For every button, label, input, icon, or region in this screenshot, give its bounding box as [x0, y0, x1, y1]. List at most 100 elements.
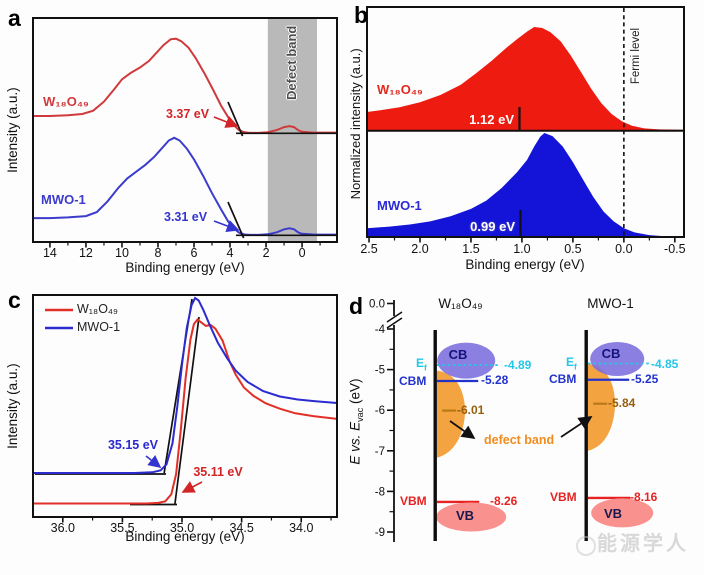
panel-d-column-title-w18o49: W₁₈O₄₉	[438, 296, 483, 311]
panel-c-frame	[32, 294, 338, 518]
panel-c-cutoff-annotation-blue: 35.15 eV	[107, 438, 159, 452]
panel-d-cbm-value-m: -5.25	[631, 372, 659, 386]
defect-arrow-w	[449, 420, 476, 439]
axis-break-mark	[386, 311, 403, 323]
panel-d-ef-label-m: Ef	[566, 355, 577, 372]
panel-a-onset-annotation-red: 3.37 eV	[166, 107, 210, 121]
panel-d-ef-label-w: Ef	[416, 356, 427, 373]
panel-d-vbm-label-m: VBM	[550, 490, 577, 504]
panel-b-frame	[366, 6, 685, 238]
panel-a-defect-band-label: Defect band	[284, 25, 300, 101]
curve-c-mwo1	[33, 296, 338, 474]
cb-ellipse	[437, 342, 496, 379]
tick-label-d: -7	[375, 446, 385, 458]
tick-label-c: 36.0	[51, 521, 75, 535]
defect-arrow-m	[560, 416, 593, 438]
watermark-logo	[576, 536, 596, 556]
vb-ellipse	[591, 498, 654, 528]
panel-a-series-label-w18o49: W₁₈O₄₉	[43, 94, 89, 109]
tick-label-c: 35.0	[170, 521, 194, 535]
panel-d-defect-value-w: -6.01	[457, 403, 485, 417]
panel-c-legend-label-w18o49: W₁₈O₄₉	[77, 302, 118, 316]
tick-label-d: -8	[375, 486, 385, 498]
tick-label-d: 0.0	[369, 299, 385, 311]
panel-d-defect-band-label: defect band	[484, 433, 555, 447]
panel-d-cb-label-w: CB	[448, 347, 468, 362]
panel-d-ef-value-w: -4.89	[504, 358, 532, 372]
curve-a-w18o49	[33, 37, 337, 134]
tick-label-c: 34.5	[229, 521, 253, 535]
panel-d-cb-label-m: CB	[601, 346, 621, 361]
fit-tangent-red-c	[174, 316, 200, 505]
panel-a-series-label-mwo1: MWO-1	[41, 192, 86, 207]
annotation-arrow-blue-c	[145, 455, 162, 468]
panel-b-letter: b	[354, 2, 369, 28]
panel-d-vbm-label-w: VBM	[400, 494, 427, 508]
material-bar	[433, 330, 437, 541]
tick-label-b: -0.5	[664, 242, 686, 256]
tick-label-c: 35.5	[110, 521, 134, 535]
panel-a-xlabel: Binding energy (eV)	[125, 260, 245, 275]
tick-label-b: 1.0	[513, 242, 530, 256]
panel-b-centroid-annotation-blue: 0.99 eV	[470, 219, 515, 234]
panel-a-onset-annotation-blue: 3.31 eV	[164, 210, 208, 224]
panel-b-series-label-mwo1: MWO-1	[377, 198, 422, 213]
panel-d-defect-value-m: -5.84	[608, 396, 636, 410]
panel-b-series-label-w18o49: W₁₈O₄₉	[377, 82, 423, 97]
curve-c-w18o49	[33, 318, 338, 505]
tick-label-d: -4	[375, 324, 386, 336]
fit-tangent-blue	[227, 201, 245, 239]
tick-label-c: 34.0	[289, 521, 313, 535]
tick-label-b: 1.5	[462, 242, 479, 256]
tick-label-b: 0.0	[615, 242, 632, 256]
defect-band-shape	[588, 363, 616, 451]
tick-label-a: 0	[299, 246, 306, 260]
tick-label-d: -9	[375, 527, 385, 539]
material-bar	[584, 330, 588, 541]
panel-d-vb-label-m: VB	[603, 506, 623, 521]
panel-d-cbm-label-m: CBM	[549, 372, 577, 386]
panel-d-cbm-value-w: -5.28	[481, 373, 509, 387]
tick-label-d: -5	[375, 365, 385, 377]
panel-d-letter: d	[349, 293, 364, 319]
area-b-w18o49	[367, 27, 684, 130]
panel-b-fermi-level-label: Fermi level	[629, 27, 642, 85]
panel-a-letter: a	[8, 5, 21, 31]
panel-d-vb-label-w: VB	[455, 508, 475, 523]
panel-b-xlabel: Binding energy (eV)	[465, 257, 585, 272]
defect-band-shape	[437, 370, 466, 458]
panel-d-vbm-value-m: -8.16	[630, 490, 658, 504]
vb-ellipse	[436, 502, 507, 532]
panel-d-cbm-label-w: CBM	[399, 374, 427, 388]
panel-a-frame	[32, 17, 338, 243]
panel-d-vbm-value-w: -8.26	[490, 494, 518, 508]
panel-c-legend-label-mwo1: MWO-1	[77, 320, 121, 334]
tick-label-a: 10	[115, 246, 129, 260]
tick-label-a: 6	[191, 246, 198, 260]
annotation-arrow-red-c	[181, 481, 203, 493]
panel-d-column-title-mwo1: MWO-1	[587, 296, 634, 311]
annotation-arrow-blue	[213, 220, 240, 233]
panel-c-letter: c	[8, 287, 21, 313]
panel-d-ef-value-m: -4.85	[651, 357, 679, 371]
panel-c-xlabel: Binding energy (eV)	[125, 529, 245, 544]
panel-d-ylabel: E vs. Evac (eV)	[347, 378, 366, 465]
panel-b-centroid-annotation-red: 1.12 eV	[469, 112, 514, 127]
cb-ellipse	[590, 342, 645, 377]
curve-a-mwo1	[33, 136, 338, 236]
axis-break-mark	[386, 317, 403, 329]
tick-label-a: 2	[263, 246, 270, 260]
panel-a-ylabel: Intensity (a.u.)	[4, 87, 20, 173]
watermark: 能源学人	[597, 533, 689, 555]
tick-label-b: 2.0	[411, 242, 428, 256]
annotation-arrow-red	[213, 115, 239, 128]
panel-c-ylabel: Intensity (a.u.)	[4, 363, 20, 449]
area-b-mwo1	[367, 133, 684, 237]
tick-label-a: 8	[155, 246, 162, 260]
tick-label-b: 2.5	[360, 242, 377, 256]
tick-label-a: 12	[79, 246, 93, 260]
panel-b-ylabel: Normalized intensity (a.u.)	[348, 48, 364, 200]
tick-label-b: 0.5	[564, 242, 581, 256]
tick-label-a: 4	[227, 246, 234, 260]
